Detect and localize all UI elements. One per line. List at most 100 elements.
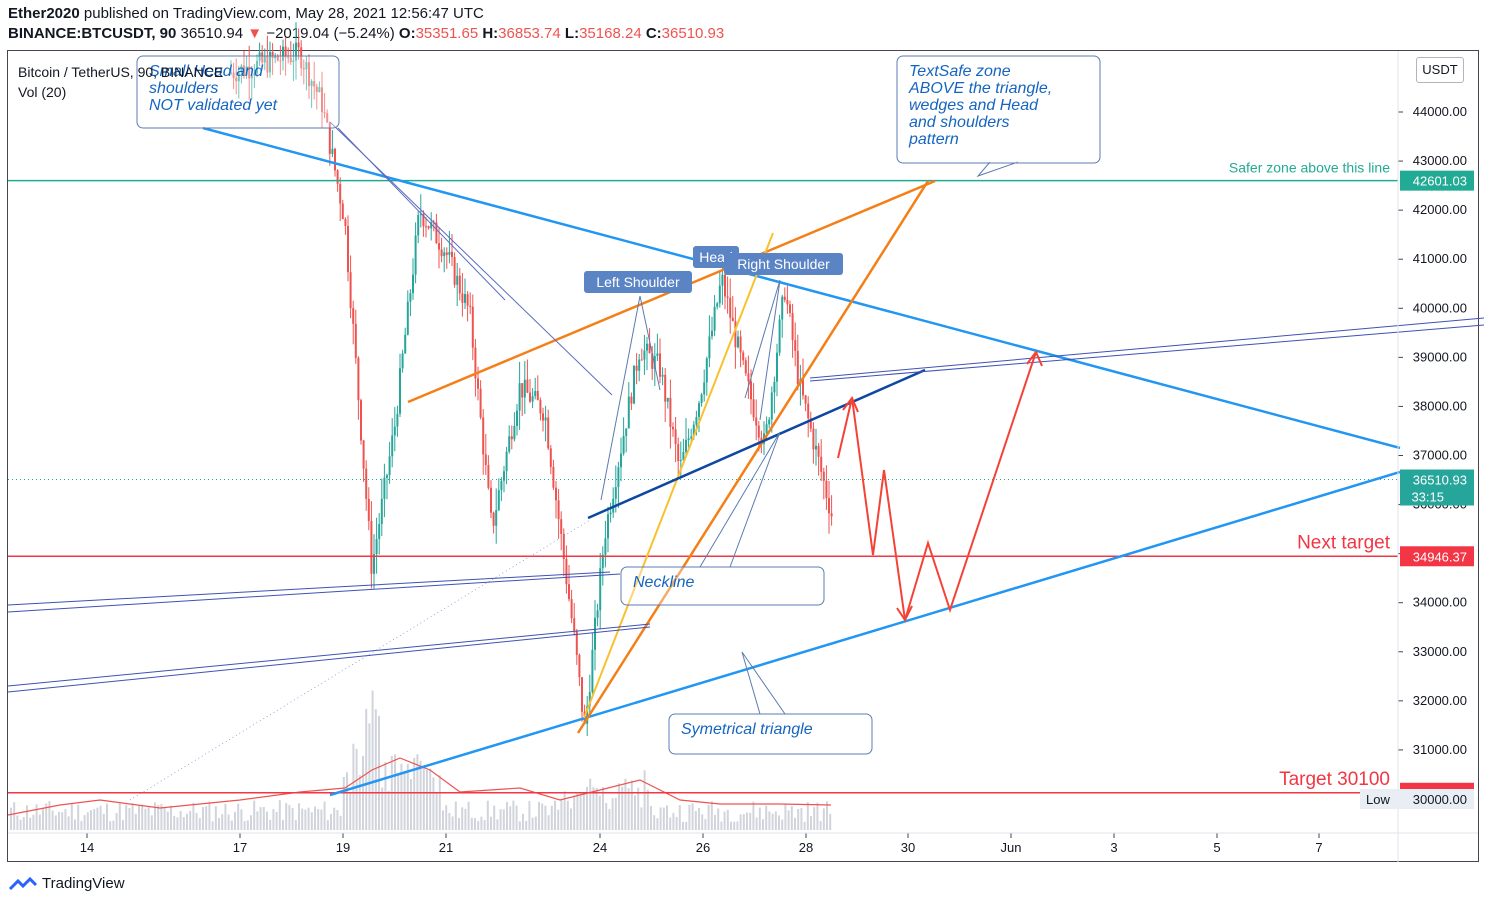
volume-bar [592, 787, 595, 830]
footer[interactable]: TradingView [8, 875, 125, 892]
candle-body [820, 456, 823, 472]
candle-body [739, 336, 742, 353]
volume-bar [666, 805, 668, 830]
callout-neckline: Neckline [620, 431, 825, 606]
low-label: L: [564, 25, 580, 42]
volume-bar [422, 766, 425, 830]
channel-line-1 [7, 571, 611, 606]
volume-bar [470, 817, 473, 830]
volume-bar [221, 814, 224, 830]
volume-bar [627, 788, 630, 830]
volume-bar [154, 802, 156, 830]
candle-body [263, 56, 266, 63]
candle-body [578, 654, 581, 678]
channel-line-4 [7, 626, 651, 693]
candle-body [700, 394, 703, 404]
candle-body [492, 512, 495, 526]
volume-bar [502, 809, 505, 830]
candle-body [466, 294, 469, 306]
publish-text: published on TradingView.com, May 28, 20… [83, 5, 484, 22]
candle-body [235, 77, 238, 82]
candle-body [505, 451, 508, 472]
candle-body [656, 353, 659, 357]
candle-body [451, 251, 453, 258]
volume-bar [67, 816, 70, 830]
candle-body [765, 424, 768, 434]
left-shoulder-pointer [600, 295, 661, 501]
candle-body [427, 226, 430, 229]
volume-bar [589, 778, 592, 830]
volume-bar [64, 809, 67, 830]
candle-body [318, 87, 321, 93]
volume-bar [605, 802, 608, 830]
legend-volume[interactable]: Vol (20) [18, 84, 67, 100]
volume-bar [733, 821, 736, 830]
volume-bar [147, 807, 150, 830]
candle-body [711, 330, 713, 337]
volume-bar [512, 800, 515, 830]
callout-triangle-tail [741, 651, 786, 715]
volume-bar [442, 810, 444, 830]
candle-body [529, 392, 531, 402]
candle-body [601, 554, 604, 569]
volume-bar [656, 818, 659, 830]
candle-body [328, 122, 331, 154]
y-tick-label-1: 43000.00 [1413, 153, 1467, 168]
candle-body [305, 62, 308, 70]
candle-body [534, 390, 537, 397]
candles [230, 22, 833, 737]
candle-body [817, 445, 820, 457]
volume-bar [189, 810, 192, 830]
tradingview-logo-icon [8, 876, 38, 890]
legend-title[interactable]: Bitcoin / TetherUS, 90, BINANCE [18, 64, 224, 80]
candle-body [458, 275, 461, 294]
x-tick-label-3: 21 [439, 840, 453, 855]
x-tick-label-10: 5 [1213, 840, 1220, 855]
volume-bar [90, 810, 92, 830]
candle-body [500, 480, 503, 491]
volume-bar [653, 815, 656, 830]
candle-body [607, 514, 609, 539]
candle-body [695, 416, 698, 425]
y-tick-label-7: 37000.00 [1413, 447, 1467, 462]
volume-bar [704, 819, 707, 830]
candle-body [666, 397, 669, 402]
candle-body [256, 60, 258, 74]
candle-body [295, 42, 297, 61]
currency-button[interactable]: USDT [1416, 57, 1464, 83]
volume-bar [474, 818, 476, 830]
volume-bar [714, 814, 716, 830]
volume-bar [758, 807, 761, 830]
volume-bar [493, 805, 496, 830]
candle-body [510, 436, 513, 440]
candle-body [375, 539, 378, 555]
candle-body [378, 524, 381, 540]
candle-body [391, 435, 394, 457]
symbol-label: BINANCE:BTCUSDT, 90 [8, 25, 177, 42]
candle-body [588, 692, 591, 706]
publish-info: Ether2020 published on TradingView.com, … [8, 5, 484, 22]
candle-body [664, 374, 667, 402]
high-value: 36853.74 [498, 25, 561, 42]
candle-body [365, 468, 368, 499]
candle-body [230, 72, 232, 74]
candle-body [661, 374, 664, 377]
candle-body [713, 306, 716, 331]
candle-body [516, 410, 518, 426]
triangle-upper-line [202, 126, 1401, 450]
volume-bar [608, 809, 611, 830]
candle-body [609, 512, 612, 515]
author[interactable]: Ether2020 [8, 5, 80, 22]
channel-line-5 [809, 317, 1485, 379]
candle-body [497, 490, 500, 510]
volume-bar [822, 808, 825, 830]
projected-path [837, 351, 1037, 621]
x-tick-label-0: 14 [80, 840, 94, 855]
candle-body [659, 353, 661, 377]
volume-bar [806, 802, 809, 830]
volume-bar [736, 821, 739, 830]
volume-bar [419, 760, 422, 830]
volume-bar [621, 786, 624, 830]
candle-body [539, 400, 542, 414]
